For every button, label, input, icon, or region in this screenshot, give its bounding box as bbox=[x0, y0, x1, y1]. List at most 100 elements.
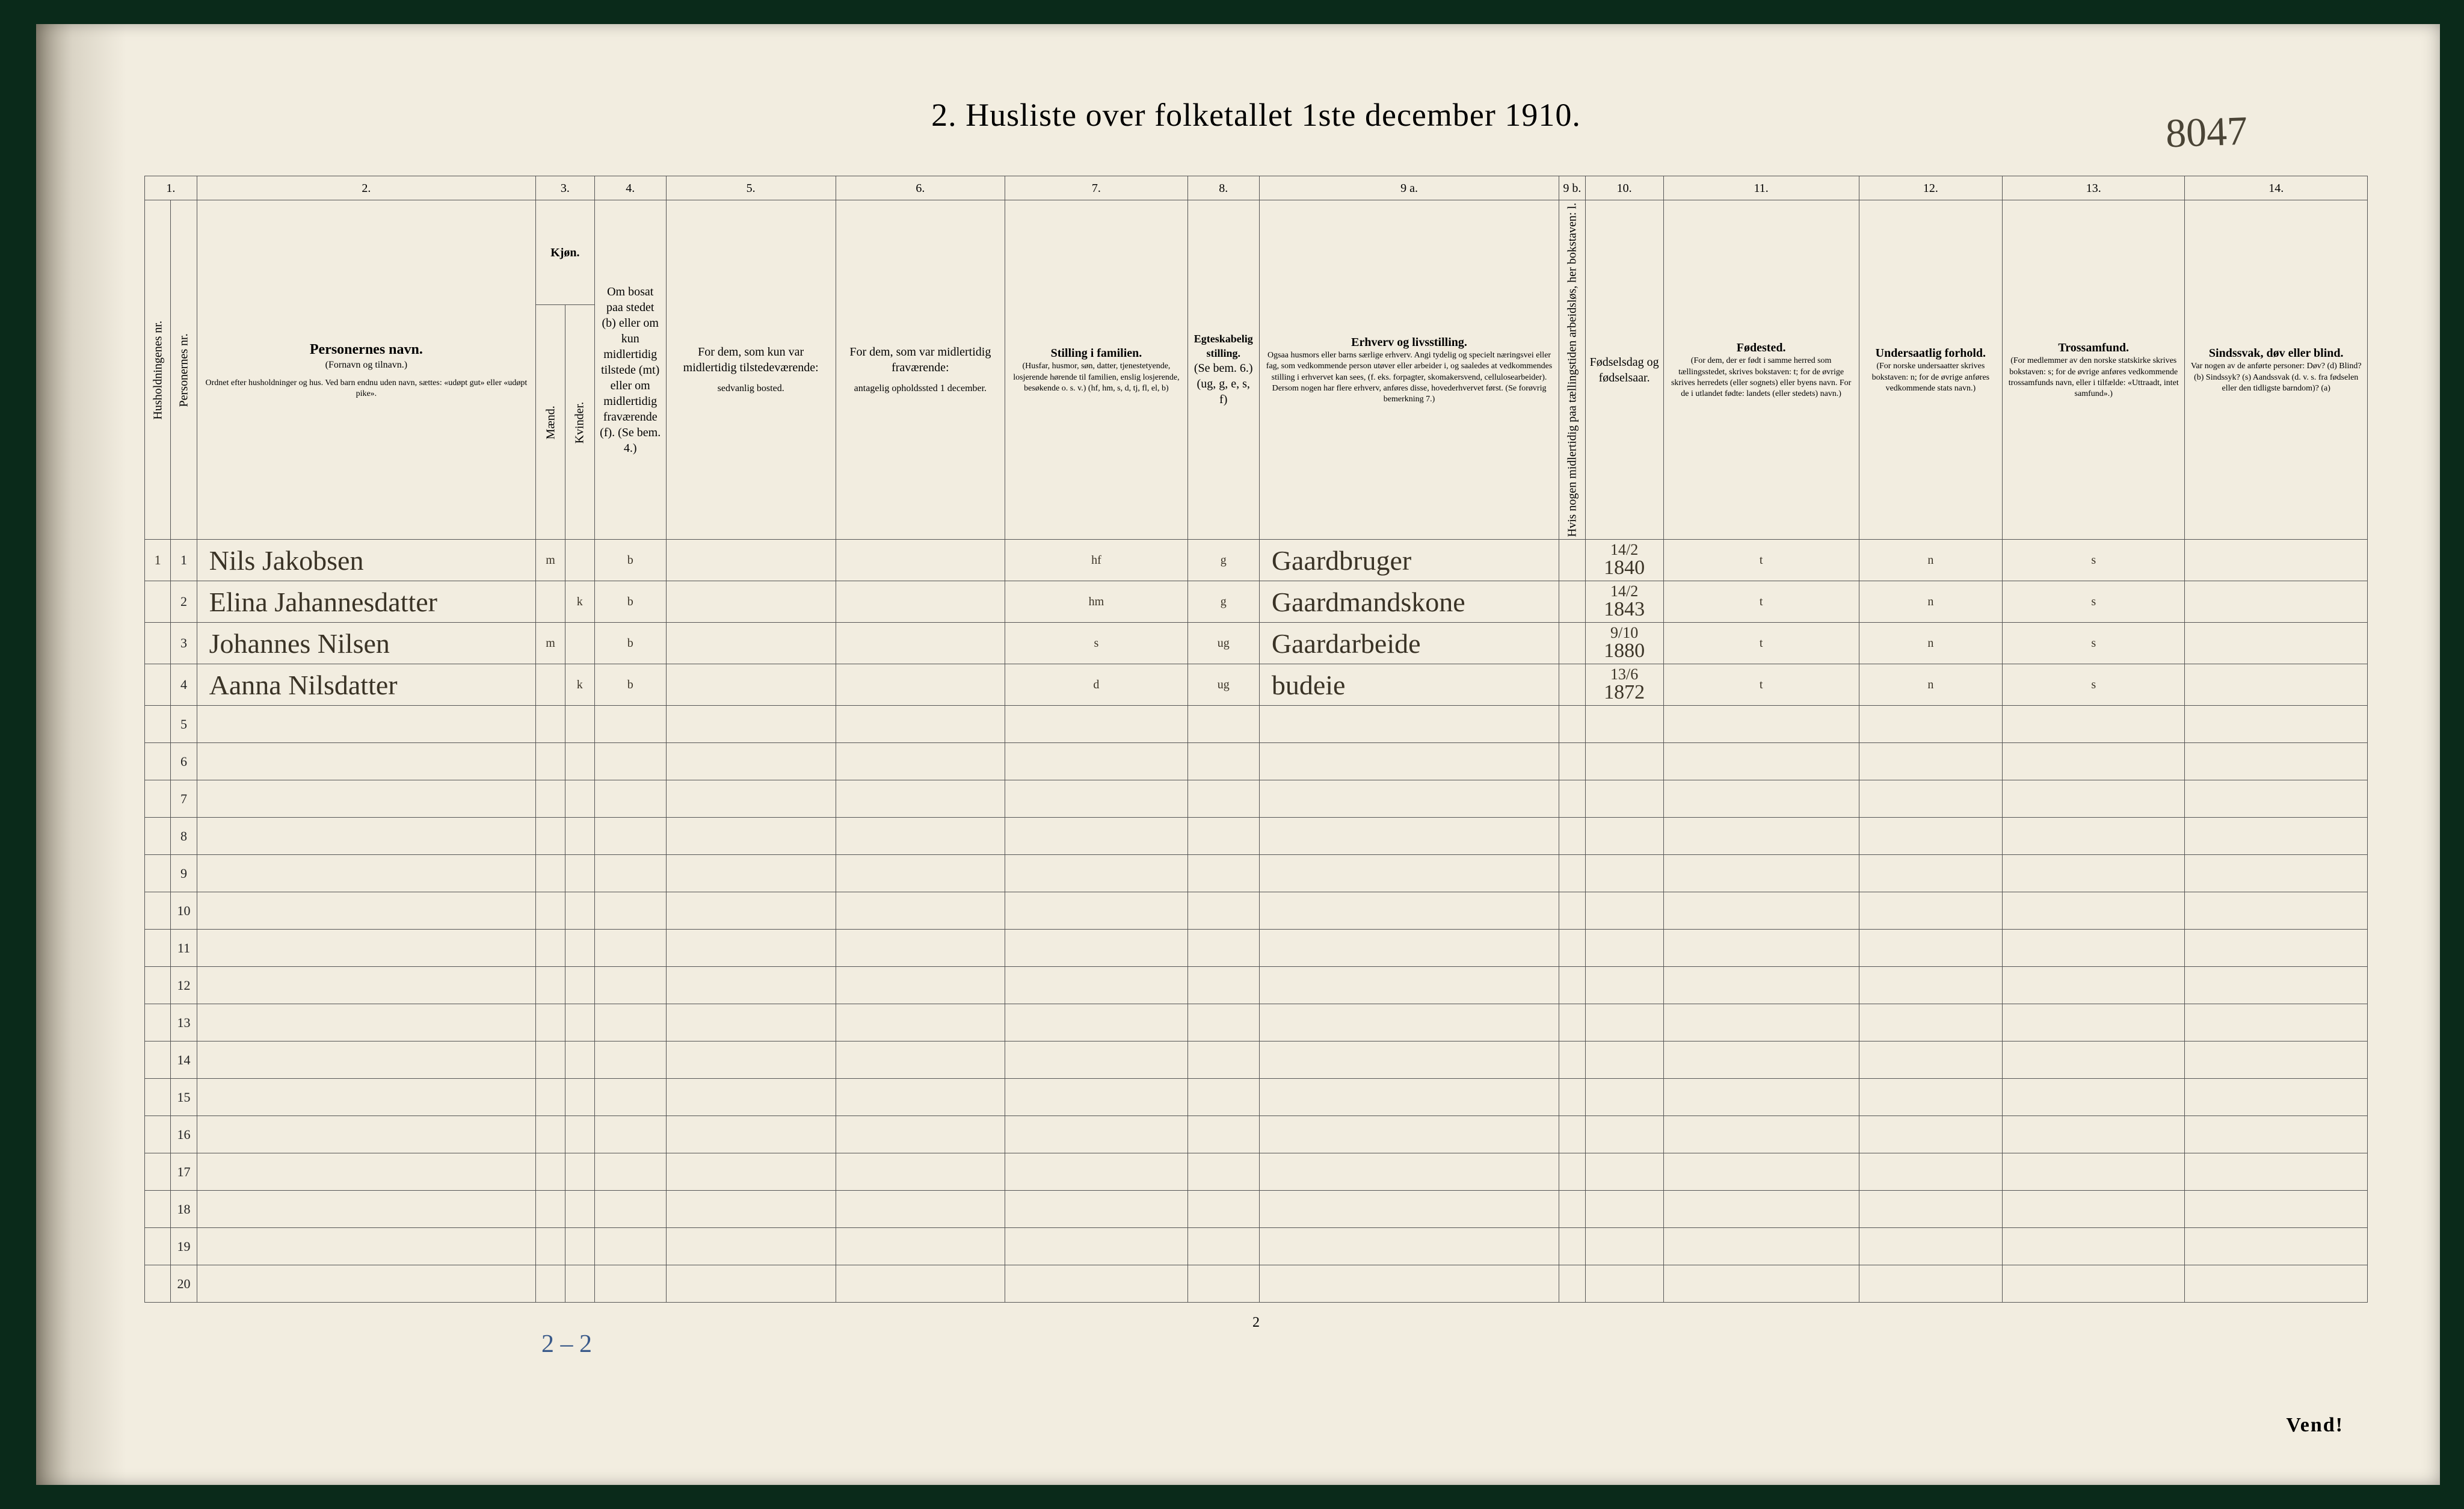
cell-person-nr: 11 bbox=[171, 930, 197, 967]
cell-birth: 13/61872 bbox=[1585, 664, 1663, 706]
table-row: 4Aanna Nilsdatterkbdugbudeie13/61872tns bbox=[145, 664, 2368, 706]
cell-check bbox=[1559, 780, 1585, 818]
cell-nationality bbox=[1859, 1228, 2002, 1265]
cell-check bbox=[1559, 1079, 1585, 1116]
cell-birthplace bbox=[1663, 1041, 1859, 1079]
cell-residence bbox=[594, 743, 666, 780]
cell-religion bbox=[2003, 706, 2185, 743]
hdr-name: Personernes navn. (Fornavn og tilnavn.) … bbox=[197, 200, 535, 540]
cell-religion bbox=[2003, 892, 2185, 930]
cell-family bbox=[1005, 743, 1187, 780]
cell-name: Johannes Nilsen bbox=[197, 623, 535, 664]
cell-sex-m bbox=[536, 930, 565, 967]
cell-birth bbox=[1585, 1079, 1663, 1116]
table-row-empty: 9 bbox=[145, 855, 2368, 892]
cell-absent bbox=[836, 1228, 1005, 1265]
cell-sex-k: k bbox=[565, 664, 594, 706]
col-num-10: 10. bbox=[1585, 176, 1663, 200]
cell-occupation bbox=[1259, 1265, 1559, 1303]
cell-occupation bbox=[1259, 818, 1559, 855]
cell-residence bbox=[594, 930, 666, 967]
cell-absent bbox=[836, 581, 1005, 623]
cell-check bbox=[1559, 855, 1585, 892]
cell-nationality bbox=[1859, 855, 2002, 892]
cell-nationality bbox=[1859, 1079, 2002, 1116]
cell-sex-m bbox=[536, 818, 565, 855]
cell-name bbox=[197, 706, 535, 743]
cell-religion bbox=[2003, 1079, 2185, 1116]
table-row-empty: 5 bbox=[145, 706, 2368, 743]
cell-occupation bbox=[1259, 855, 1559, 892]
cell-disability bbox=[2185, 581, 2368, 623]
cell-absent bbox=[836, 623, 1005, 664]
cell-nationality bbox=[1859, 743, 2002, 780]
cell-person-nr: 7 bbox=[171, 780, 197, 818]
turn-over-note: Vend! bbox=[2286, 1414, 2344, 1437]
cell-religion bbox=[2003, 818, 2185, 855]
table-row-empty: 19 bbox=[145, 1228, 2368, 1265]
cell-name bbox=[197, 1265, 535, 1303]
cell-occupation: budeie bbox=[1259, 664, 1559, 706]
cell-religion bbox=[2003, 780, 2185, 818]
cell-birthplace bbox=[1663, 1191, 1859, 1228]
table-row-empty: 10 bbox=[145, 892, 2368, 930]
cell-nationality bbox=[1859, 818, 2002, 855]
cell-sex-m bbox=[536, 892, 565, 930]
hdr-fam: Stilling i familien. (Husfar, husmor, sø… bbox=[1005, 200, 1187, 540]
cell-sex-m bbox=[536, 1265, 565, 1303]
cell-sex-k: k bbox=[565, 581, 594, 623]
cell-religion bbox=[2003, 1153, 2185, 1191]
cell-hh bbox=[145, 1004, 171, 1041]
cell-religion bbox=[2003, 1191, 2185, 1228]
page-title: 2. Husliste over folketallet 1ste decemb… bbox=[144, 96, 2368, 134]
cell-name bbox=[197, 818, 535, 855]
cell-sex-m bbox=[536, 1079, 565, 1116]
cell-absent bbox=[836, 1265, 1005, 1303]
cell-check bbox=[1559, 1004, 1585, 1041]
cell-name bbox=[197, 743, 535, 780]
cell-nationality bbox=[1859, 706, 2002, 743]
cell-nationality: n bbox=[1859, 664, 2002, 706]
cell-person-nr: 12 bbox=[171, 967, 197, 1004]
cell-check bbox=[1559, 892, 1585, 930]
hdr-temp: For dem, som kun var midlertidig tilsted… bbox=[666, 200, 836, 540]
cell-nationality bbox=[1859, 892, 2002, 930]
cell-absent bbox=[836, 1191, 1005, 1228]
cell-check bbox=[1559, 743, 1585, 780]
cell-name bbox=[197, 967, 535, 1004]
cell-sex-k bbox=[565, 743, 594, 780]
cell-residence: b bbox=[594, 540, 666, 581]
tally-note: 2 – 2 bbox=[541, 1330, 592, 1359]
cell-nationality bbox=[1859, 930, 2002, 967]
cell-temp bbox=[666, 540, 836, 581]
cell-birthplace bbox=[1663, 892, 1859, 930]
cell-nationality: n bbox=[1859, 623, 2002, 664]
cell-marital bbox=[1187, 1228, 1259, 1265]
cell-check bbox=[1559, 1228, 1585, 1265]
table-row-empty: 7 bbox=[145, 780, 2368, 818]
cell-temp bbox=[666, 818, 836, 855]
cell-absent bbox=[836, 1004, 1005, 1041]
cell-nationality bbox=[1859, 780, 2002, 818]
cell-name bbox=[197, 1004, 535, 1041]
hdr-dis: Sindssvak, døv eller blind. Var nogen av… bbox=[2185, 200, 2368, 540]
cell-residence bbox=[594, 706, 666, 743]
table-row-empty: 15 bbox=[145, 1079, 2368, 1116]
cell-sex-m bbox=[536, 967, 565, 1004]
cell-absent bbox=[836, 818, 1005, 855]
cell-birth bbox=[1585, 1265, 1663, 1303]
cell-family bbox=[1005, 1265, 1187, 1303]
cell-residence bbox=[594, 818, 666, 855]
cell-family bbox=[1005, 706, 1187, 743]
cell-temp bbox=[666, 1116, 836, 1153]
cell-hh bbox=[145, 780, 171, 818]
cell-marital bbox=[1187, 892, 1259, 930]
cell-marital bbox=[1187, 1265, 1259, 1303]
cell-marital bbox=[1187, 1041, 1259, 1079]
cell-sex-k bbox=[565, 1004, 594, 1041]
cell-birth bbox=[1585, 706, 1663, 743]
cell-residence bbox=[594, 780, 666, 818]
cell-family bbox=[1005, 967, 1187, 1004]
cell-name: Nils Jakobsen bbox=[197, 540, 535, 581]
cell-sex-m: m bbox=[536, 540, 565, 581]
